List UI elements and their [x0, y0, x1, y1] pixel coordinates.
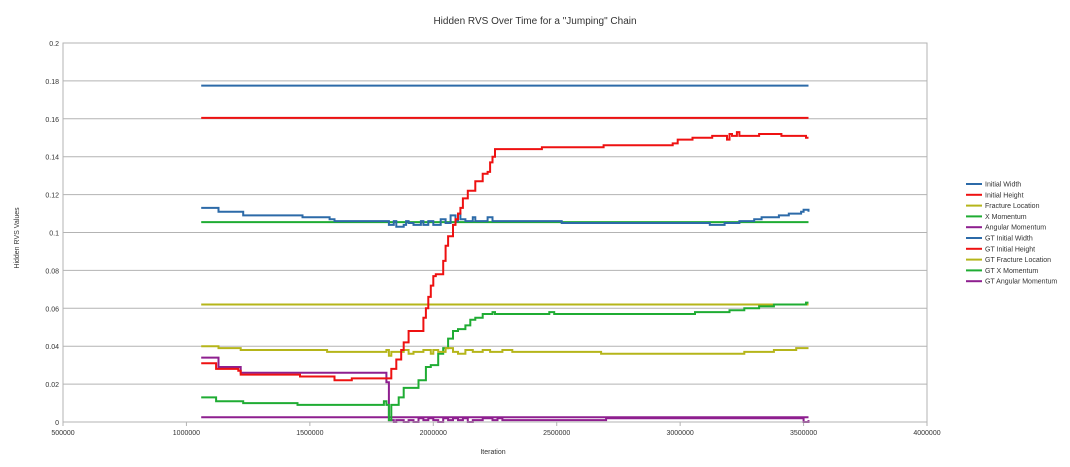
legend-label: GT Initial Height — [985, 246, 1035, 253]
x-tick-label: 500000 — [51, 430, 74, 437]
y-tick-label: 0.1 — [49, 231, 59, 238]
legend-label: Angular Momentum — [985, 225, 1046, 232]
y-tick-label: 0.04 — [45, 344, 59, 351]
legend-label: Fracture Location — [985, 203, 1040, 210]
legend-label: GT Angular Momentum — [985, 279, 1057, 286]
series-layer — [201, 84, 810, 423]
x-tick-label: 2000000 — [420, 430, 447, 437]
y-tick-label: 0.14 — [45, 155, 59, 162]
y-axis-ticks: 0 0.02 0.04 0.06 0.08 0.1 0.12 0.14 0.16 0.18 0.2 — [45, 41, 59, 427]
legend-label: Initial Height — [985, 192, 1024, 199]
y-tick-label: 0.06 — [45, 306, 59, 313]
legend-label: GT X Momentum — [985, 268, 1038, 275]
x-tick-label: 3000000 — [667, 430, 694, 437]
plot-frame — [62, 42, 928, 423]
x-tick-label: 1500000 — [296, 430, 323, 437]
y-tick-label: 0.18 — [45, 79, 59, 86]
legend: Initial Width Initial Height Fracture Loca… — [966, 182, 1057, 286]
y-tick-label: 0.16 — [45, 117, 59, 124]
x-tick-label: 2500000 — [543, 430, 570, 437]
series-line-2 — [201, 345, 809, 357]
chart-title: Hidden RVS Over Time for a "Jumping" Cha… — [433, 16, 636, 27]
legend-label: GT Fracture Location — [985, 257, 1051, 264]
legend-label: Initial Width — [985, 182, 1021, 189]
legend-label: GT Initial Width — [985, 236, 1033, 243]
y-tick-label: 0.08 — [45, 268, 59, 275]
x-tick-label: 1000000 — [173, 430, 200, 437]
series-line-1 — [201, 131, 809, 382]
series-line-0 — [201, 206, 810, 228]
y-tick-label: 0 — [55, 420, 59, 427]
x-tick-label: 3500000 — [790, 430, 817, 437]
y-tick-label: 0.02 — [45, 382, 59, 389]
y-tick-label: 0.2 — [49, 41, 59, 48]
x-tick-label: 4000000 — [913, 430, 940, 437]
y-axis-label: Hidden RVS Values — [14, 207, 21, 269]
legend-label: X Momentum — [985, 214, 1027, 221]
x-axis-label: Iteration — [480, 449, 505, 456]
series-line-3 — [201, 301, 809, 422]
y-tick-label: 0.12 — [45, 193, 59, 200]
